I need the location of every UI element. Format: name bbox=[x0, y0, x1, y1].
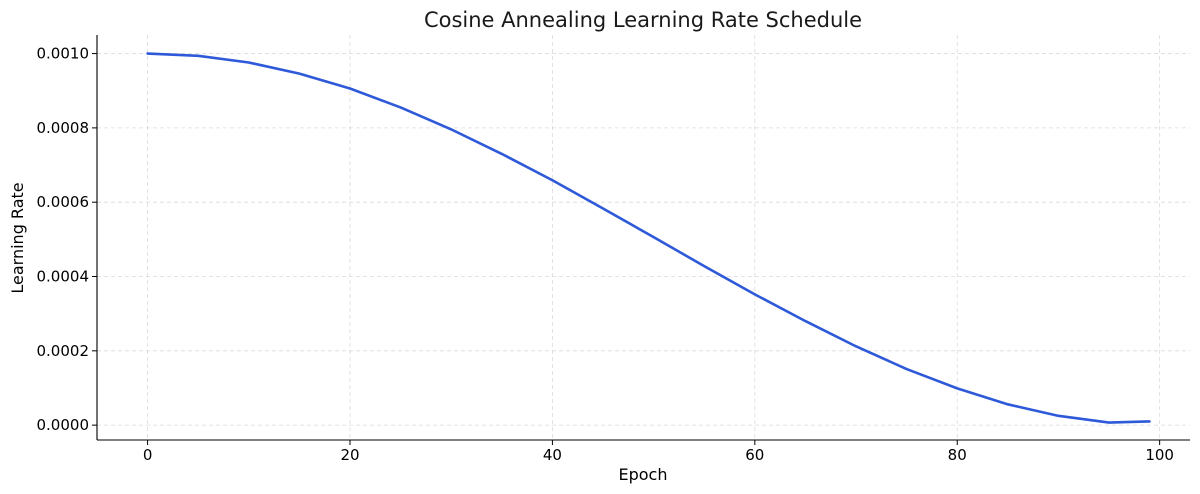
grid bbox=[97, 35, 1190, 440]
y-tick-label: 0.0000 bbox=[37, 416, 90, 434]
x-axis-title: Epoch bbox=[619, 465, 668, 484]
x-tick-label: 100 bbox=[1145, 446, 1174, 464]
y-tick-label: 0.0002 bbox=[37, 342, 90, 360]
ticks: 0 20 40 60 80 100 0.0000 0.0002 0.0004 0.0006 0.00… bbox=[37, 45, 1174, 464]
y-axis-title: Learning Rate bbox=[8, 182, 27, 293]
series-line bbox=[146, 52, 1151, 424]
y-tick-label: 0.0008 bbox=[37, 119, 90, 137]
x-tick-label: 60 bbox=[745, 446, 764, 464]
y-tick-label: 0.0004 bbox=[37, 268, 90, 286]
chart-title: Cosine Annealing Learning Rate Schedule bbox=[424, 8, 862, 32]
x-tick-label: 20 bbox=[340, 446, 359, 464]
x-tick-label: 80 bbox=[948, 446, 967, 464]
axes bbox=[96, 35, 1190, 441]
x-tick-label: 40 bbox=[543, 446, 562, 464]
x-tick-label: 0 bbox=[143, 446, 153, 464]
series-layer bbox=[146, 52, 1151, 424]
y-tick-label: 0.0010 bbox=[37, 45, 90, 63]
y-tick-label: 0.0006 bbox=[37, 193, 90, 211]
